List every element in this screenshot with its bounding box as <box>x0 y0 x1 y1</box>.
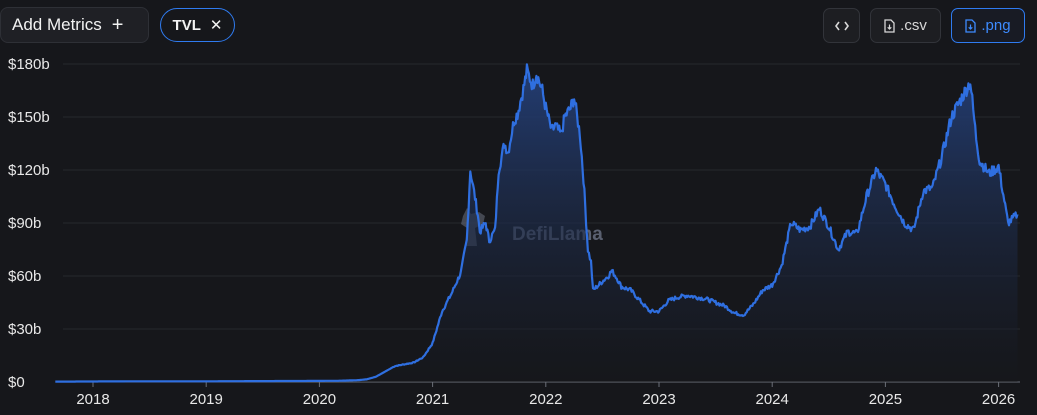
download-csv-button[interactable]: .csv <box>870 8 941 43</box>
y-tick-label: $90b <box>8 215 41 232</box>
x-tick-label: 2021 <box>416 391 449 408</box>
x-tick-label: 2026 <box>982 391 1015 408</box>
close-icon[interactable]: ✕ <box>209 17 223 34</box>
tvl-area <box>55 64 1018 383</box>
x-tick-label: 2024 <box>756 391 789 408</box>
y-axis: $0 $30b $60b $90b $120b $150b $180b <box>8 56 50 391</box>
add-metrics-label: Add Metrics <box>12 15 102 34</box>
file-download-icon <box>965 18 977 33</box>
download-png-button[interactable]: .png <box>951 8 1025 43</box>
x-tick-label: 2023 <box>642 391 675 408</box>
y-tick-label: $150b <box>8 109 50 126</box>
x-tick-label: 2018 <box>76 391 109 408</box>
file-download-icon <box>884 18 895 33</box>
code-icon <box>834 21 849 30</box>
y-tick-label: $30b <box>8 321 41 338</box>
csv-label: .csv <box>900 17 927 34</box>
tvl-chart[interactable]: $0$30b$60b$90b$120b$150b$180b 2018 2019 20… <box>0 52 1037 415</box>
plus-icon: + <box>111 14 124 36</box>
png-label: .png <box>981 17 1011 34</box>
add-metrics-button[interactable]: Add Metrics + <box>0 7 149 43</box>
x-axis: 2018 2019 2020 2021 2022 2023 2024 2025 2026 <box>63 381 1020 408</box>
metric-chip-tvl[interactable]: TVL ✕ <box>160 8 235 42</box>
y-tick-label: $120b <box>8 162 50 179</box>
x-tick-label: 2020 <box>303 391 336 408</box>
tvl-series-line <box>55 63 1019 383</box>
chart-toolbar: Add Metrics + TVL ✕ .csv .png <box>0 0 1037 52</box>
metric-chip-label: TVL <box>172 16 201 34</box>
x-tick-label: 2019 <box>190 391 223 408</box>
x-tick-label: 2025 <box>869 391 902 408</box>
x-tick-label: 2022 <box>529 391 562 408</box>
y-tick-label: $60b <box>8 268 41 285</box>
y-tick-label: $180b <box>8 56 50 73</box>
embed-code-button[interactable] <box>823 8 860 43</box>
y-tick-label: $0 <box>8 374 25 391</box>
